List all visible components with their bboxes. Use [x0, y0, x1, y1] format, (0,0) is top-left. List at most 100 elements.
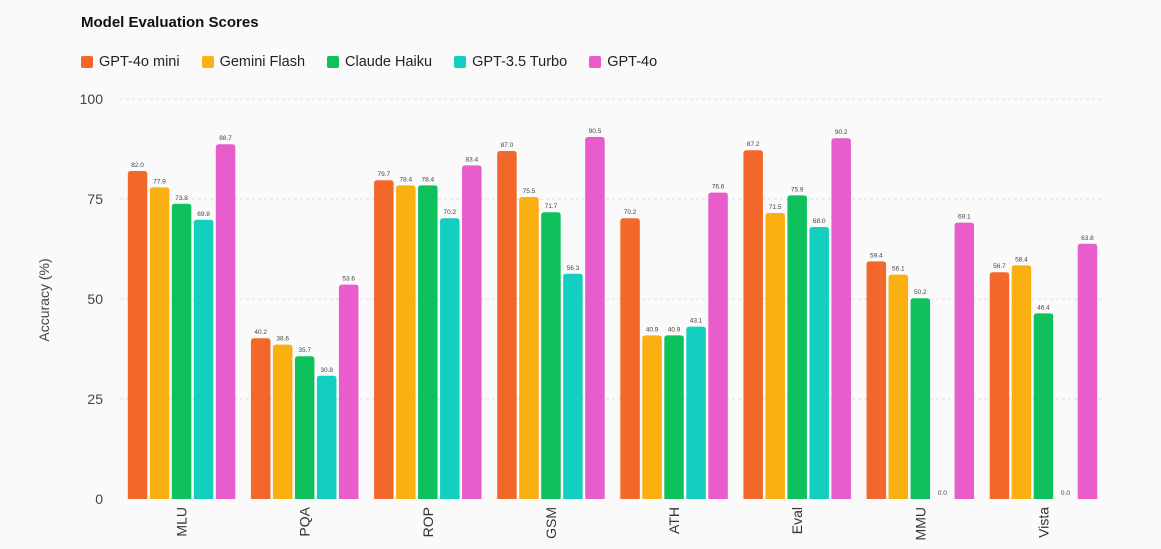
data-label: 76.6	[712, 184, 725, 191]
legend-label: Gemini Flash	[219, 54, 306, 70]
data-label: 35.7	[298, 347, 311, 354]
bar-rop-2	[418, 185, 438, 499]
legend-item-0: GPT-4o mini	[81, 54, 180, 70]
bar-gsm-3	[563, 273, 583, 499]
legend-swatch	[201, 56, 214, 68]
bar-mmu-0	[866, 261, 887, 499]
data-label: 0.0	[1061, 490, 1070, 497]
data-label: 83.4	[465, 156, 478, 163]
data-label: 69.8	[197, 211, 210, 218]
bar-vista-0	[989, 272, 1010, 499]
bar-eval-2	[787, 195, 807, 499]
data-label: 87.2	[747, 141, 760, 148]
bar-mlu-1	[149, 187, 170, 499]
data-label: 73.8	[175, 195, 188, 202]
data-label: 56.7	[993, 263, 1006, 270]
bar-mlu-0	[127, 171, 148, 499]
data-label: 46.4	[1037, 304, 1050, 311]
data-label: 0.0	[938, 490, 947, 497]
legend-label: GPT-4o	[607, 54, 658, 70]
bar-eval-3	[809, 227, 829, 499]
x-tick-label: GSM	[543, 507, 559, 539]
bar-ath-0	[620, 218, 640, 499]
y-tick-label: 50	[87, 291, 103, 307]
data-label: 40.2	[254, 329, 267, 336]
bar-mlu-4	[215, 144, 236, 499]
x-tick-label: ROP	[420, 507, 436, 537]
legend-swatch	[327, 56, 340, 68]
legend-swatch	[81, 56, 93, 68]
data-label: 40.9	[668, 326, 681, 333]
bar-mlu-2	[171, 203, 192, 500]
data-label: 30.8	[320, 367, 333, 374]
chart-title: Model Evaluation Scores	[81, 14, 259, 31]
bar-gsm-0	[497, 151, 517, 499]
bar-pqa-4	[338, 284, 359, 499]
bar-vista-1	[1011, 265, 1032, 499]
data-label: 58.4	[1015, 256, 1028, 263]
data-label: 70.2	[443, 209, 456, 216]
bar-gsm-2	[541, 212, 561, 499]
legend-label: GPT-3.5 Turbo	[472, 54, 568, 70]
x-tick-label: Eval	[789, 507, 805, 534]
data-label: 38.6	[276, 336, 289, 343]
data-label: 90.2	[835, 129, 848, 136]
bar-rop-0	[374, 180, 394, 499]
data-label: 43.1	[690, 318, 703, 325]
legend-label: Claude Haiku	[345, 54, 433, 70]
bar-mmu-1	[888, 274, 909, 499]
bar-mlu-3	[193, 219, 214, 500]
data-label: 70.2	[624, 209, 637, 216]
x-tick-label: Vista	[1035, 507, 1051, 538]
data-label: 40.9	[646, 326, 659, 333]
bar-rop-3	[440, 218, 460, 499]
bar-ath-1	[642, 335, 662, 499]
x-tick-label: PQA	[297, 506, 313, 536]
data-label: 69.1	[958, 214, 971, 221]
bar-pqa-1	[272, 344, 293, 499]
bar-vista-4	[1077, 243, 1098, 499]
y-tick-label: 100	[80, 91, 104, 107]
legend-item-4: GPT-4o	[589, 54, 657, 70]
data-label: 75.5	[523, 188, 536, 195]
data-label: 59.4	[870, 252, 883, 259]
legend-label: GPT-4o mini	[99, 54, 180, 70]
bar-gsm-4	[585, 137, 605, 499]
data-label: 90.5	[589, 128, 602, 135]
bar-pqa-0	[250, 338, 271, 499]
data-label: 50.2	[914, 289, 927, 296]
bar-rop-1	[396, 185, 416, 499]
y-tick-label: 0	[95, 491, 103, 507]
bar-eval-4	[831, 138, 851, 499]
data-label: 71.5	[769, 204, 782, 211]
data-label: 71.7	[545, 203, 558, 210]
chart-legend: GPT-4o mini Gemini Flash Claude Haiku GPT-3…	[81, 54, 679, 70]
legend-item-3: GPT-3.5 Turbo	[454, 54, 567, 70]
data-label: 56.3	[567, 265, 580, 272]
data-label: 88.7	[219, 135, 232, 142]
y-axis-label: Accuracy (%)	[36, 258, 52, 341]
bar-ath-2	[664, 335, 684, 499]
bar-mmu-4	[954, 222, 975, 499]
bar-eval-1	[765, 213, 785, 499]
bar-eval-0	[743, 150, 763, 499]
data-label: 82.0	[131, 162, 144, 169]
data-label: 78.4	[421, 176, 434, 183]
bar-ath-4	[708, 192, 728, 499]
bar-gsm-1	[519, 197, 539, 499]
legend-item-2: Claude Haiku	[327, 54, 432, 70]
data-label: 53.6	[342, 276, 355, 283]
legend-swatch	[589, 56, 602, 68]
data-label: 87.0	[501, 142, 514, 149]
x-tick-label: MLU	[174, 507, 190, 537]
bar-pqa-3	[316, 375, 337, 499]
x-tick-label: MMU	[912, 507, 928, 540]
bar-vista-2	[1033, 313, 1054, 499]
y-tick-label: 25	[87, 391, 103, 407]
data-label: 79.7	[377, 171, 390, 178]
legend-item-1: Gemini Flash	[201, 54, 306, 70]
bar-ath-3	[686, 326, 706, 499]
y-tick-label: 75	[87, 191, 103, 207]
data-label: 75.9	[791, 186, 804, 193]
legend-swatch	[454, 56, 467, 68]
